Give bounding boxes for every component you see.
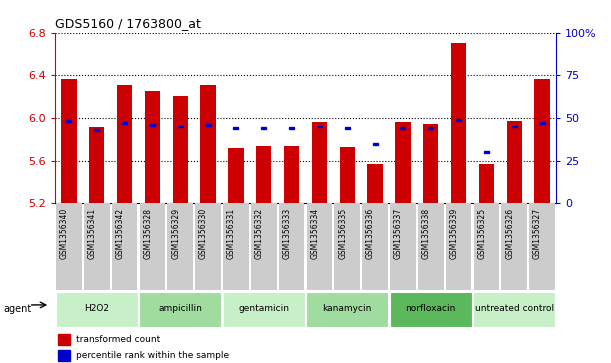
Text: untreated control: untreated control (475, 304, 554, 313)
Text: GSM1356336: GSM1356336 (366, 208, 375, 259)
Text: kanamycin: kanamycin (323, 304, 372, 313)
Bar (205, 124, 211, 126)
Bar (345, 127, 349, 129)
Bar (484, 151, 489, 153)
Bar (400, 127, 406, 129)
Bar (456, 119, 461, 121)
Bar (340, 147, 355, 203)
Bar (56, 203, 82, 290)
Text: transformed count: transformed count (76, 335, 161, 344)
Bar (473, 292, 555, 327)
Bar (284, 146, 299, 203)
Bar (67, 121, 71, 122)
Text: gentamicin: gentamicin (238, 304, 289, 313)
Bar (451, 43, 466, 203)
Bar (58, 334, 70, 345)
Bar (529, 203, 555, 290)
Bar (196, 203, 221, 290)
Bar (390, 203, 415, 290)
Bar (256, 146, 271, 203)
Text: GSM1356341: GSM1356341 (88, 208, 97, 259)
Bar (395, 122, 411, 203)
Bar (512, 126, 517, 127)
Bar (289, 127, 294, 129)
Text: GSM1356325: GSM1356325 (477, 208, 486, 259)
Bar (479, 164, 494, 203)
Bar (223, 203, 249, 290)
Bar (312, 122, 327, 203)
Bar (334, 203, 360, 290)
Bar (117, 85, 132, 203)
Bar (262, 127, 266, 129)
Bar (502, 203, 527, 290)
Text: ampicillin: ampicillin (158, 304, 202, 313)
Text: GSM1356335: GSM1356335 (338, 208, 347, 259)
Text: GSM1356327: GSM1356327 (533, 208, 542, 259)
Bar (222, 292, 305, 327)
Text: agent: agent (3, 305, 31, 314)
Text: GSM1356338: GSM1356338 (422, 208, 431, 259)
Bar (112, 203, 137, 290)
Bar (279, 203, 304, 290)
Text: GSM1356329: GSM1356329 (171, 208, 180, 259)
Bar (122, 122, 127, 124)
Text: GDS5160 / 1763800_at: GDS5160 / 1763800_at (55, 17, 201, 30)
Bar (58, 350, 70, 362)
Text: GSM1356333: GSM1356333 (282, 208, 291, 259)
Bar (367, 164, 382, 203)
Bar (418, 203, 444, 290)
Bar (540, 122, 544, 124)
Bar (535, 78, 550, 203)
Text: GSM1356339: GSM1356339 (450, 208, 459, 259)
Bar (390, 292, 472, 327)
Bar (139, 292, 221, 327)
Bar (317, 126, 322, 127)
Text: GSM1356340: GSM1356340 (60, 208, 69, 259)
Bar (507, 121, 522, 203)
Bar (306, 292, 389, 327)
Bar (56, 292, 138, 327)
Text: percentile rank within the sample: percentile rank within the sample (76, 351, 230, 360)
Bar (150, 124, 155, 126)
Text: GSM1356337: GSM1356337 (394, 208, 403, 259)
Bar (229, 148, 244, 203)
Bar (233, 127, 238, 129)
Bar (61, 78, 76, 203)
Bar (423, 125, 439, 203)
Bar (94, 129, 99, 131)
Bar (428, 127, 433, 129)
Text: GSM1356342: GSM1356342 (115, 208, 125, 259)
Bar (89, 126, 104, 203)
Bar (251, 203, 277, 290)
Bar (307, 203, 332, 290)
Text: GSM1356326: GSM1356326 (505, 208, 514, 259)
Bar (362, 203, 388, 290)
Bar (145, 91, 160, 203)
Bar (446, 203, 472, 290)
Bar (200, 85, 216, 203)
Bar (84, 203, 109, 290)
Text: norfloxacin: norfloxacin (406, 304, 456, 313)
Text: GSM1356334: GSM1356334 (310, 208, 320, 259)
Bar (474, 203, 499, 290)
Bar (139, 203, 165, 290)
Text: GSM1356328: GSM1356328 (144, 208, 152, 258)
Text: H2O2: H2O2 (84, 304, 109, 313)
Bar (167, 203, 193, 290)
Bar (178, 126, 183, 127)
Bar (373, 143, 378, 144)
Bar (172, 95, 188, 203)
Text: GSM1356332: GSM1356332 (255, 208, 264, 259)
Text: GSM1356331: GSM1356331 (227, 208, 236, 259)
Text: GSM1356330: GSM1356330 (199, 208, 208, 259)
